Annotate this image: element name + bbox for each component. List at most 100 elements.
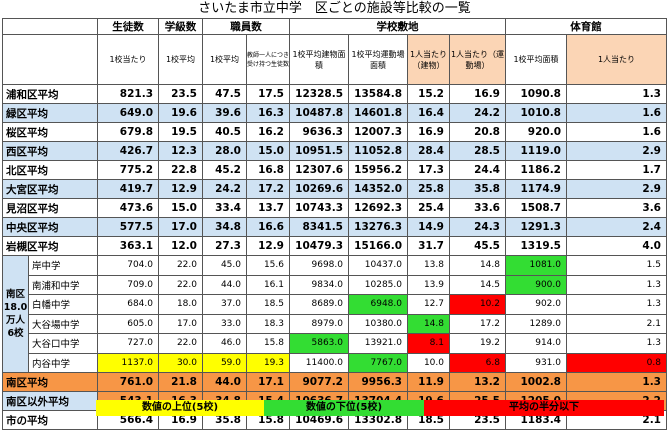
school-value-cell: 18.3 <box>246 313 290 334</box>
value-cell: 28.4 <box>407 141 450 161</box>
value-cell: 17.5 <box>246 84 290 104</box>
school-value-cell: 0.8 <box>566 352 667 373</box>
school-value-cell: 1289.0 <box>505 313 567 334</box>
school-value-cell: 33.0 <box>202 313 247 334</box>
sub-students-per-school: 1校当たり <box>97 34 159 85</box>
value-cell: 10479.3 <box>289 236 349 256</box>
value-cell: 15.2 <box>407 84 450 104</box>
school-row: 内谷中学 1137.0 30.0 59.0 19.3 11400.0 7767.0 10.0 6… <box>3 352 667 373</box>
school-value-cell: 14.8 <box>449 255 506 276</box>
school-value-cell: 9698.0 <box>289 255 349 276</box>
school-value-cell: 11400.0 <box>289 352 349 373</box>
summary-value-cell: 761.0 <box>97 372 159 392</box>
district-row: 大宮区平均 419.7 12.9 24.2 17.2 10269.6 14352.0 25.8… <box>2 179 667 199</box>
value-cell: 17.2 <box>246 179 290 199</box>
group-staff: 職員数 <box>202 18 290 35</box>
summary-value-cell: 13.2 <box>449 372 506 392</box>
district-row: 中央区平均 577.5 17.0 34.8 16.6 8341.5 13276.3 14.9 2… <box>2 217 667 237</box>
school-value-cell: 1081.0 <box>505 255 567 276</box>
value-cell: 35.8 <box>449 179 506 199</box>
district-label: 見沼区平均 <box>2 198 98 218</box>
sub-building-area: 1校平均建物面積 <box>289 34 349 85</box>
school-value-cell: 900.0 <box>505 274 567 295</box>
summary-value-cell: 9077.2 <box>289 372 349 392</box>
school-value-cell: 19.2 <box>449 333 506 354</box>
value-cell: 27.3 <box>202 236 247 256</box>
legend-half: 平均の半分以下 <box>424 400 664 416</box>
school-value-cell: 18.0 <box>158 294 203 315</box>
school-value-cell: 1.3 <box>566 333 667 354</box>
value-cell: 12692.3 <box>348 198 408 218</box>
value-cell: 12307.6 <box>289 160 349 180</box>
district-label: 北区平均 <box>2 160 98 180</box>
value-cell: 12328.5 <box>289 84 349 104</box>
school-value-cell: 17.2 <box>449 313 506 334</box>
value-cell: 16.2 <box>246 122 290 142</box>
value-cell: 10269.6 <box>289 179 349 199</box>
school-value-cell: 8.1 <box>407 333 450 354</box>
value-cell: 1186.2 <box>505 160 567 180</box>
value-cell: 17.0 <box>158 217 203 237</box>
value-cell: 821.3 <box>97 84 159 104</box>
value-cell: 10487.8 <box>289 103 349 123</box>
summary-value-cell: 1002.8 <box>505 372 567 392</box>
summary-value-cell: 21.8 <box>158 372 203 392</box>
school-value-cell: 1.3 <box>566 274 667 295</box>
summary-value-cell: 1.3 <box>566 372 667 392</box>
school-value-cell: 8689.0 <box>289 294 349 315</box>
value-cell: 28.5 <box>449 141 506 161</box>
school-value-cell: 46.0 <box>202 333 247 354</box>
school-value-cell: 6.8 <box>449 352 506 373</box>
school-value-cell: 15.8 <box>246 333 290 354</box>
school-value-cell: 10437.0 <box>348 255 408 276</box>
value-cell: 15.0 <box>246 141 290 161</box>
school-value-cell: 727.0 <box>97 333 159 354</box>
value-cell: 10743.3 <box>289 198 349 218</box>
value-cell: 31.7 <box>407 236 450 256</box>
header-row-sub: 1校当たり 1校平均 1校平均 教師一人につき受け持つ生徒数 1校平均建物面積 … <box>2 34 667 85</box>
district-row: 岩槻区平均 363.1 12.0 27.3 12.9 10479.3 15166.0 31.7… <box>2 236 667 256</box>
value-cell: 15.0 <box>158 198 203 218</box>
school-value-cell: 1137.0 <box>97 352 159 373</box>
value-cell: 920.0 <box>505 122 567 142</box>
value-cell: 19.5 <box>158 122 203 142</box>
district-label: 中央区平均 <box>2 217 98 237</box>
value-cell: 10951.5 <box>289 141 349 161</box>
school-value-cell: 15.6 <box>246 255 290 276</box>
facility-comparison-table: 生徒数 学級数 職員数 学校敷地 体育館 1校当たり 1校平均 1校平均 教師一… <box>2 18 667 430</box>
value-cell: 2.9 <box>566 141 667 161</box>
school-value-cell: 13.9 <box>407 274 450 295</box>
value-cell: 20.8 <box>449 122 506 142</box>
school-label: 岸中学 <box>28 255 98 276</box>
school-value-cell: 10.0 <box>407 352 450 373</box>
district-row: 西区平均 426.7 12.3 28.0 15.0 10951.5 11052.8 28.4 2… <box>2 141 667 161</box>
value-cell: 3.6 <box>566 198 667 218</box>
value-cell: 24.2 <box>202 179 247 199</box>
school-row: 南区 18.0 万人 6校 岸中学 704.0 22.0 45.0 15.6 9698.0 1043… <box>2 255 667 373</box>
value-cell: 19.6 <box>158 103 203 123</box>
value-cell: 47.5 <box>202 84 247 104</box>
value-cell: 14601.8 <box>348 103 408 123</box>
value-cell: 16.4 <box>407 103 450 123</box>
district-row: 緑区平均 649.0 19.6 39.6 16.3 10487.8 14601.8 16.4 2… <box>2 103 667 123</box>
sub-per-person-building: 1人当たり（建物） <box>407 34 450 85</box>
value-cell: 473.6 <box>97 198 159 218</box>
value-cell: 14.9 <box>407 217 450 237</box>
school-value-cell: 6948.0 <box>348 294 408 315</box>
summary-value-cell: 44.0 <box>202 372 247 392</box>
summary-label: 市の平均 <box>2 410 98 430</box>
summary-value-cell: 9956.3 <box>348 372 408 392</box>
value-cell: 16.9 <box>407 122 450 142</box>
school-value-cell: 10380.0 <box>348 313 408 334</box>
school-value-cell: 16.1 <box>246 274 290 295</box>
value-cell: 25.8 <box>407 179 450 199</box>
school-value-cell: 8979.0 <box>289 313 349 334</box>
value-cell: 24.2 <box>449 103 506 123</box>
district-label: 大宮区平均 <box>2 179 98 199</box>
school-value-cell: 19.3 <box>246 352 290 373</box>
value-cell: 12.3 <box>158 141 203 161</box>
school-value-cell: 709.0 <box>97 274 159 295</box>
value-cell: 1010.8 <box>505 103 567 123</box>
school-value-cell: 1.5 <box>566 255 667 276</box>
school-value-cell: 13921.0 <box>348 333 408 354</box>
